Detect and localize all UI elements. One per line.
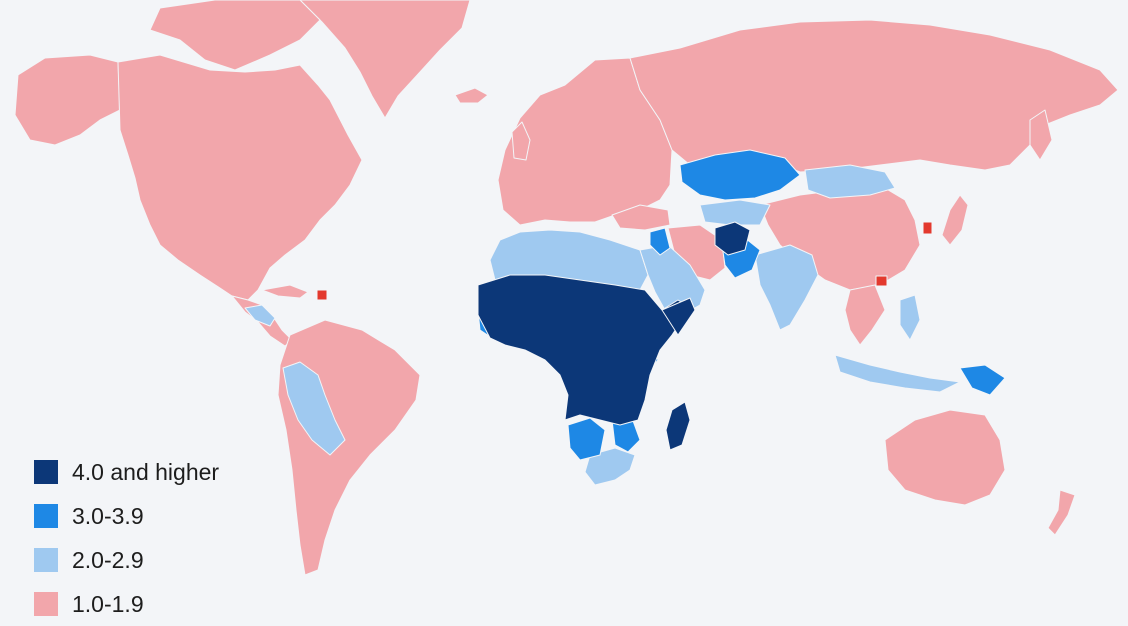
legend-swatch xyxy=(34,504,58,528)
turkey-shape xyxy=(611,204,671,231)
legend-item-tier-1: 1.0-1.9 xyxy=(34,582,219,626)
angola-zambia-mid-shape xyxy=(567,417,606,461)
caribbean-shape xyxy=(261,284,309,299)
central-asia-light-shape xyxy=(699,199,771,226)
indonesia-shape xyxy=(834,354,961,393)
land-masses xyxy=(14,0,1119,576)
somalia-shape xyxy=(661,297,696,336)
uk-shape xyxy=(511,121,531,161)
legend-swatch xyxy=(34,548,58,572)
japan-shape xyxy=(941,194,969,246)
central-africa-shape xyxy=(477,274,691,426)
highlight-hong-kong xyxy=(875,275,888,287)
world-map xyxy=(14,0,1119,576)
south-america-shape xyxy=(277,319,421,576)
legend-label: 3.0-3.9 xyxy=(72,503,144,529)
legend-item-tier-3: 3.0-3.9 xyxy=(34,494,219,538)
highlight-caribbean xyxy=(316,289,328,301)
iraq-shape xyxy=(649,227,671,256)
legend-item-tier-4: 4.0 and higher xyxy=(34,450,219,494)
legend-swatch xyxy=(34,460,58,484)
india-shape xyxy=(754,244,819,331)
canada-arctic-islands-shape xyxy=(149,0,321,71)
andes-light-shape xyxy=(282,361,346,456)
highlight-korea xyxy=(922,221,933,235)
central-america-light-shape xyxy=(244,304,276,327)
se-asia-shape xyxy=(844,284,886,346)
afghanistan-shape xyxy=(714,221,751,256)
legend-item-tier-2: 2.0-2.9 xyxy=(34,538,219,582)
legend: 4.0 and higher 3.0-3.9 2.0-2.9 1.0-1.9 xyxy=(34,450,219,626)
legend-label: 2.0-2.9 xyxy=(72,547,144,573)
mongolia-shape xyxy=(804,164,896,199)
iceland-shape xyxy=(454,87,489,104)
kamchatka-shape xyxy=(1029,109,1053,161)
new-zealand-shape xyxy=(1047,489,1076,536)
southern-africa-light-shape xyxy=(584,447,636,486)
europe-shape xyxy=(497,57,673,226)
north-america-shape xyxy=(117,54,363,301)
madagascar-shape xyxy=(665,401,691,451)
greenland-shape xyxy=(299,0,471,119)
papua-new-guinea-shape xyxy=(959,364,1006,396)
philippines-shape xyxy=(899,294,921,341)
kazakhstan-shape xyxy=(679,149,801,201)
alaska-shape xyxy=(14,54,121,146)
legend-swatch xyxy=(34,592,58,616)
legend-label: 4.0 and higher xyxy=(72,459,220,485)
australia-shape xyxy=(884,409,1006,506)
legend-label: 1.0-1.9 xyxy=(72,591,144,617)
